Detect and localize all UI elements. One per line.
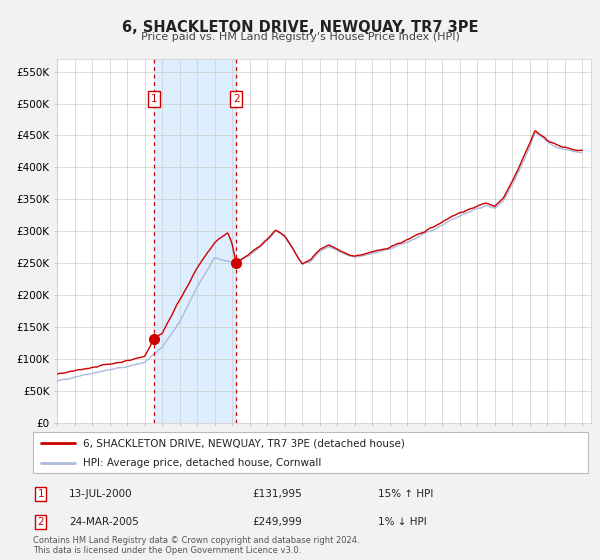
FancyBboxPatch shape (33, 432, 588, 473)
Text: £131,995: £131,995 (252, 489, 302, 499)
Text: 6, SHACKLETON DRIVE, NEWQUAY, TR7 3PE: 6, SHACKLETON DRIVE, NEWQUAY, TR7 3PE (122, 20, 478, 35)
Text: 1: 1 (151, 94, 157, 104)
Text: 15% ↑ HPI: 15% ↑ HPI (378, 489, 433, 499)
Bar (154, 59, 236, 423)
Text: 24-MAR-2005: 24-MAR-2005 (69, 517, 139, 527)
Text: HPI: Average price, detached house, Cornwall: HPI: Average price, detached house, Corn… (83, 458, 322, 468)
Text: £249,999: £249,999 (252, 517, 302, 527)
Text: 1% ↓ HPI: 1% ↓ HPI (378, 517, 427, 527)
Text: Price paid vs. HM Land Registry's House Price Index (HPI): Price paid vs. HM Land Registry's House … (140, 32, 460, 43)
Text: Contains HM Land Registry data © Crown copyright and database right 2024.: Contains HM Land Registry data © Crown c… (33, 536, 359, 545)
Text: 2: 2 (233, 94, 239, 104)
Text: 13-JUL-2000: 13-JUL-2000 (69, 489, 133, 499)
Text: 1: 1 (37, 489, 44, 499)
Text: This data is licensed under the Open Government Licence v3.0.: This data is licensed under the Open Gov… (33, 547, 301, 556)
Text: 6, SHACKLETON DRIVE, NEWQUAY, TR7 3PE (detached house): 6, SHACKLETON DRIVE, NEWQUAY, TR7 3PE (d… (83, 438, 405, 449)
Text: 2: 2 (37, 517, 44, 527)
